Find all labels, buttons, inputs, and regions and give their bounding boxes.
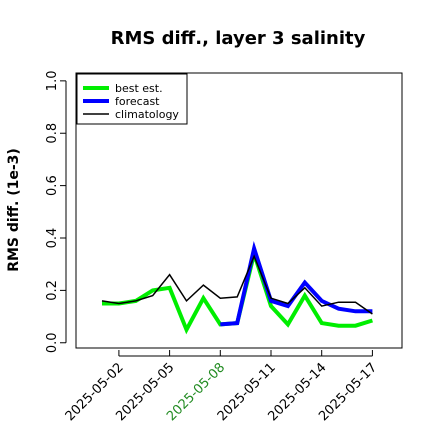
legend-label-forecast: forecast [115, 95, 160, 108]
y-tick-label: 1.0 [45, 71, 60, 92]
plot-frame [75, 72, 403, 349]
y-axis: 0.0 0.2 0.4 0.6 0.8 1.0 [45, 71, 67, 353]
y-axis-label: RMS diff. (1e-3) [6, 148, 22, 272]
series-line-climatology [101, 254, 373, 315]
legend-label-climatology: climatology [115, 108, 179, 121]
y-tick-label: 0.6 [45, 175, 60, 196]
chart-title: RMS diff., layer 3 salinity [111, 28, 366, 49]
y-tick-label: 0.4 [45, 228, 60, 249]
legend-label-best-est: best est. [115, 82, 163, 95]
y-tick-label: 0.2 [45, 280, 60, 301]
series-layer [101, 240, 373, 335]
series-line-forecast [220, 240, 373, 327]
x-axis: 2025-05-022025-05-052025-05-082025-05-11… [63, 350, 380, 424]
y-tick-label: 0.8 [45, 123, 60, 144]
y-tick-label: 0.0 [45, 332, 60, 353]
